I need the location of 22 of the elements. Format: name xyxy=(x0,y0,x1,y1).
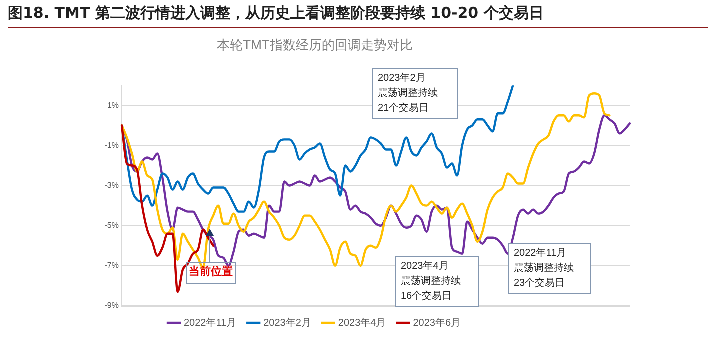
annotation: 当前位置 xyxy=(186,262,236,284)
legend-label: 2023年4月 xyxy=(338,316,386,329)
annotation: 2023年4月 xyxy=(401,260,450,274)
y-tick-label: -3% xyxy=(104,180,119,190)
annotation: 16个交易日 xyxy=(401,290,454,304)
chart-subtitle: 本轮TMT指数经历的回调走势对比 xyxy=(217,37,413,52)
y-tick-label: -9% xyxy=(104,301,119,310)
annotation: 2022年11月 xyxy=(514,247,568,261)
y-tick-label: -7% xyxy=(104,261,119,270)
annotation: 震荡调整持续 xyxy=(378,86,439,101)
legend-label: 2023年6月 xyxy=(413,316,462,329)
legend-label: 2023年2月 xyxy=(264,316,312,329)
chart-title: 图18. TMT 第二波行情进入调整，从历史上看调整阶段要持续 10-20 个交易日 xyxy=(8,4,708,28)
annotation: 震荡调整持续 xyxy=(401,274,462,289)
annotation: 23个交易日 xyxy=(514,276,566,291)
y-tick-label: 1% xyxy=(107,100,119,110)
y-tick-label: -1% xyxy=(104,140,119,150)
y-tick-label: -5% xyxy=(104,221,119,230)
text: 2023年2月 xyxy=(378,72,427,86)
legend-label: 2022年11月 xyxy=(184,316,237,329)
annotation: 21个交易日 xyxy=(378,102,430,116)
annotation: 震荡调整持续 xyxy=(514,262,575,276)
